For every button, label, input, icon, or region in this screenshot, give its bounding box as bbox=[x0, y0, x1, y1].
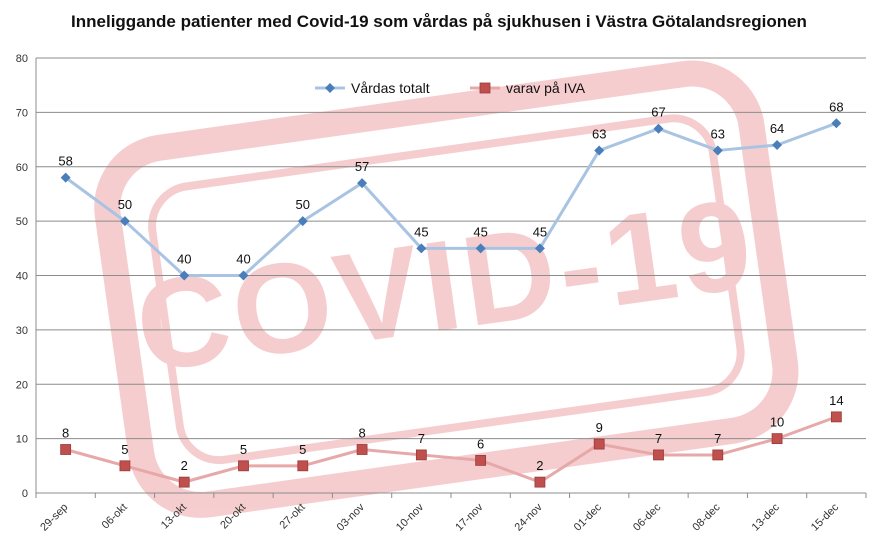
x-tick-label: 24-nov bbox=[512, 501, 545, 534]
data-label-1: 6 bbox=[477, 436, 484, 451]
y-tick-label: 80 bbox=[16, 53, 28, 65]
x-tick-label: 06-dec bbox=[631, 501, 664, 534]
data-label-1: 9 bbox=[596, 420, 603, 435]
y-tick-label: 70 bbox=[16, 107, 28, 119]
covid-19-stamp-watermark: COVID-19 bbox=[94, 60, 799, 518]
data-label-0: 45 bbox=[533, 224, 547, 239]
data-label-1: 2 bbox=[181, 458, 188, 473]
chart-title: Inneliggande patienter med Covid-19 som … bbox=[71, 12, 807, 31]
svg-text:COVID-19: COVID-19 bbox=[128, 172, 764, 400]
data-point-1 bbox=[653, 449, 664, 461]
data-label-1: 5 bbox=[121, 442, 128, 457]
y-tick-label: 20 bbox=[16, 379, 28, 391]
x-tick-label: 29-sep bbox=[38, 501, 70, 533]
data-point-1 bbox=[60, 444, 72, 455]
x-tick-label: 01-dec bbox=[572, 501, 605, 534]
legend: Vårdas totalt varav på IVA bbox=[315, 80, 586, 96]
data-point-1 bbox=[771, 433, 783, 445]
gridlines bbox=[36, 57, 866, 440]
data-label-1: 7 bbox=[655, 431, 662, 446]
data-point-0 bbox=[772, 140, 783, 150]
data-point-1 bbox=[178, 476, 190, 488]
data-label-0: 67 bbox=[651, 105, 665, 120]
legend-label-0: Vårdas totalt bbox=[351, 80, 430, 96]
data-label-1: 7 bbox=[418, 431, 425, 446]
x-tick-label: 13-dec bbox=[750, 501, 783, 534]
data-label-1: 7 bbox=[714, 431, 721, 446]
data-point-0 bbox=[416, 243, 427, 254]
y-tick-label: 30 bbox=[16, 325, 28, 337]
data-point-0 bbox=[594, 145, 605, 156]
data-point-0 bbox=[119, 216, 130, 227]
data-point-1 bbox=[297, 460, 309, 472]
data-label-1: 5 bbox=[299, 442, 306, 457]
data-label-0: 64 bbox=[770, 121, 784, 136]
legend-marker-0 bbox=[325, 83, 335, 93]
data-label-0: 57 bbox=[355, 159, 369, 174]
series-layer bbox=[60, 118, 842, 488]
data-label-0: 58 bbox=[58, 154, 72, 169]
x-tick-label: 10-nov bbox=[394, 501, 427, 534]
data-label-0: 50 bbox=[118, 197, 132, 212]
data-point-0 bbox=[60, 172, 71, 183]
data-point-1 bbox=[415, 449, 427, 461]
data-label-1: 14 bbox=[829, 393, 843, 408]
legend-marker-1 bbox=[479, 82, 491, 94]
data-label-0: 50 bbox=[296, 197, 310, 212]
data-point-1 bbox=[830, 411, 842, 423]
data-point-1 bbox=[712, 449, 724, 461]
data-point-0 bbox=[179, 270, 190, 281]
data-point-0 bbox=[297, 216, 308, 227]
data-point-0 bbox=[534, 243, 545, 254]
series-line-1 bbox=[65, 415, 837, 484]
data-label-0: 45 bbox=[473, 224, 487, 239]
series-line-0 bbox=[64, 121, 837, 277]
data-point-0 bbox=[238, 270, 249, 281]
data-label-1: 10 bbox=[770, 415, 784, 430]
data-point-1 bbox=[238, 460, 249, 472]
data-label-0: 40 bbox=[236, 252, 250, 267]
y-tick-label: 10 bbox=[16, 434, 28, 446]
data-label-1: 2 bbox=[536, 458, 543, 473]
data-point-1 bbox=[593, 438, 605, 450]
legend-label-1: varav på IVA bbox=[506, 80, 586, 96]
data-label-1: 8 bbox=[62, 426, 69, 441]
data-label-0: 63 bbox=[592, 126, 606, 141]
x-tick-label: 15-dec bbox=[809, 501, 842, 534]
data-label-0: 68 bbox=[829, 99, 843, 114]
data-label-1: 5 bbox=[240, 442, 247, 457]
y-tick-label: 40 bbox=[16, 271, 28, 283]
data-point-1 bbox=[475, 454, 487, 466]
x-tick-label: 03-nov bbox=[335, 501, 368, 534]
data-point-1 bbox=[534, 476, 546, 488]
data-label-0: 45 bbox=[414, 224, 428, 239]
y-tick-label: 50 bbox=[16, 216, 28, 228]
data-point-0 bbox=[712, 145, 723, 156]
y-tick-label: 0 bbox=[22, 488, 28, 500]
x-tick-label: 06-okt bbox=[100, 501, 130, 531]
data-point-1 bbox=[356, 444, 368, 455]
data-label-1: 8 bbox=[358, 426, 365, 441]
x-tick-label: 08-dec bbox=[690, 501, 723, 534]
data-point-0 bbox=[475, 243, 486, 254]
data-point-0 bbox=[357, 178, 368, 189]
data-point-0 bbox=[653, 123, 664, 134]
y-tick-label: 60 bbox=[16, 162, 28, 174]
x-tick-label: 17-nov bbox=[453, 501, 486, 534]
data-label-0: 63 bbox=[711, 126, 725, 141]
data-point-0 bbox=[831, 118, 842, 129]
data-label-0: 40 bbox=[177, 252, 191, 267]
data-point-1 bbox=[119, 460, 131, 472]
